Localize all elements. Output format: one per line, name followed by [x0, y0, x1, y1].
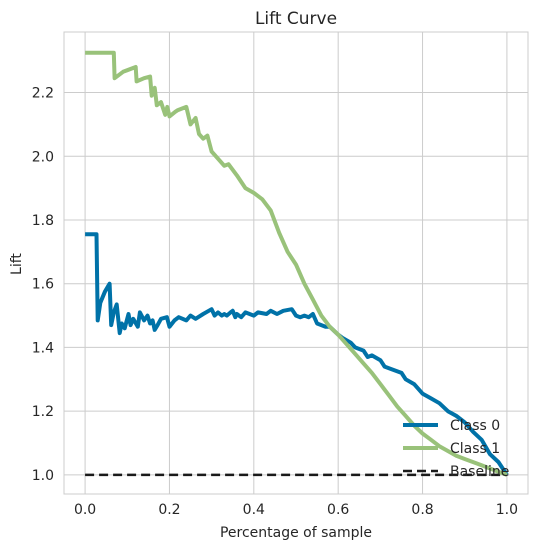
legend-label-class-0: Class 0 — [450, 418, 500, 434]
y-tick-label: 2.2 — [32, 86, 54, 102]
x-tick-label: 1.0 — [496, 502, 518, 518]
x-tick-label: 0.4 — [243, 502, 265, 518]
chart-title: Lift Curve — [255, 9, 337, 29]
gridlines — [64, 32, 528, 494]
plot-frame — [63, 31, 529, 495]
series-layer — [85, 50, 509, 477]
y-tick-label: 1.0 — [32, 468, 54, 484]
legend-label-baseline: Baseline — [450, 464, 509, 480]
x-tick-label: 0.6 — [327, 502, 349, 518]
legend-label-class-1: Class 1 — [450, 441, 500, 457]
class-1-line — [85, 50, 508, 477]
x-tick-label: 0.2 — [158, 502, 180, 518]
x-axis-label: Percentage of sample — [220, 525, 372, 541]
y-tick-labels: 1.0 1.2 1.4 1.6 1.8 2.0 2.2 — [32, 86, 54, 484]
y-tick-label: 1.8 — [32, 213, 54, 229]
x-tick-label: 0.0 — [74, 502, 96, 518]
y-axis-label: Lift — [9, 253, 25, 275]
class-0-line — [85, 232, 509, 476]
legend: Class 0 Class 1 Baseline — [403, 418, 509, 480]
y-tick-label: 1.6 — [32, 277, 54, 293]
x-tick-labels: 0.0 0.2 0.4 0.6 0.8 1.0 — [74, 502, 518, 518]
y-tick-label: 1.4 — [32, 340, 54, 356]
y-tick-label: 1.2 — [32, 404, 54, 420]
y-tick-label: 2.0 — [32, 149, 54, 165]
x-tick-label: 0.8 — [411, 502, 433, 518]
